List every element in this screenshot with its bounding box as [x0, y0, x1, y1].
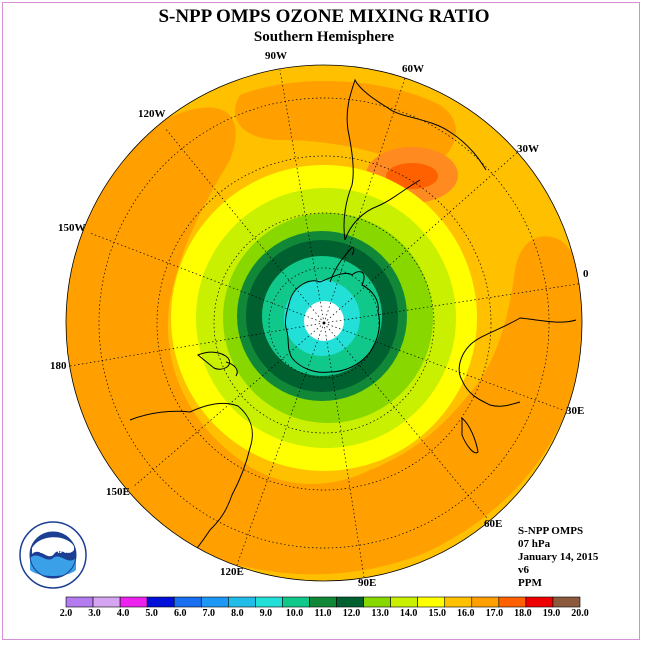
info-block: S-NPP OMPS 07 hPa January 14, 2015 v6 PP…: [518, 525, 598, 590]
lon-label-90w: 90W: [265, 50, 287, 62]
colorbar-tick-label: 10.0: [285, 608, 304, 619]
colorbar-swatch: [471, 596, 500, 608]
ozone-field: [66, 65, 582, 581]
colorbar-swatch: [444, 596, 473, 608]
figure-frame: [2, 2, 640, 640]
colorbar-tick-label: 5.0: [145, 608, 158, 619]
colorbar-swatch: [65, 596, 94, 608]
ozone-max-18: [386, 163, 438, 189]
colorbar-tick-label: 11.0: [314, 608, 332, 619]
info-units: PPM: [518, 577, 542, 589]
lon-label-30w: 30W: [517, 143, 539, 155]
colorbar-tick-label: 8.0: [231, 608, 244, 619]
colorbar-swatch: [417, 596, 446, 608]
lon-label-150w: 150W: [58, 222, 86, 234]
map-boundary: [65, 64, 583, 582]
colorbar-swatch: [309, 596, 337, 608]
lon-label-180: 180: [50, 360, 67, 372]
colorbar-swatch: [200, 596, 229, 608]
info-date: January 14, 2015: [518, 551, 599, 563]
colorbar-swatch: [228, 596, 256, 608]
colorbar-tick-label: 17.0: [485, 608, 504, 619]
lon-label-90e: 90E: [358, 577, 377, 589]
colorbar-swatch: [146, 596, 175, 608]
colorbar-swatch: [282, 596, 310, 608]
lon-label-120e: 120E: [220, 566, 244, 578]
colorbar-tick-label: 3.0: [88, 608, 101, 619]
colorbar-tick-label: 12.0: [342, 608, 361, 619]
noaa-logo-text: NOAA: [40, 545, 67, 555]
lon-label-60e: 60E: [484, 518, 503, 530]
colorbar-tick-label: 6.0: [173, 608, 187, 619]
lon-label-30e: 30E: [566, 405, 585, 417]
lon-label-120w: 120W: [138, 108, 166, 120]
colorbar-swatch: [119, 596, 148, 608]
colorbar-tick-label: 14.0: [399, 608, 418, 619]
colorbar-swatch: [498, 596, 527, 608]
colorbar-swatch: [552, 596, 581, 608]
colorbar-tick-label: 9.0: [259, 608, 273, 619]
colorbar-tick-label: 13.0: [371, 608, 389, 619]
colorbar-tick-label: 18.0: [514, 608, 532, 619]
noaa-logo-icon: NOAA: [19, 521, 87, 589]
colorbar-tick-label: 15.0: [428, 608, 446, 619]
ozone-band-16-17-north: [234, 81, 457, 170]
colorbar-swatch: [92, 596, 121, 608]
latitude-circles: [98, 97, 550, 549]
meridians: [69, 69, 582, 578]
info-instrument: S-NPP OMPS: [518, 525, 584, 537]
figure-subtitle: Southern Hemisphere: [253, 29, 395, 45]
colorbar-swatch: [336, 596, 364, 608]
lon-label-60w: 60W: [402, 63, 424, 75]
colorbar-swatch: [173, 596, 202, 608]
colorbar-swatch: [390, 596, 418, 608]
colorbar-swatch: [255, 596, 283, 608]
colorbar-swatch: [525, 596, 554, 608]
colorbar-tick-label: 4.0: [116, 608, 130, 619]
colorbar-tick-label: 19.0: [542, 608, 561, 619]
figure-title: S-NPP OMPS OZONE MIXING RATIO: [158, 6, 490, 27]
info-level: 07 hPa: [518, 538, 551, 550]
lon-label-150e: 150E: [106, 486, 130, 498]
ozone-band-16-17: [66, 107, 582, 575]
lon-label-0: 0: [583, 268, 589, 280]
colorbar-tick-label: 16.0: [457, 608, 475, 619]
colorbar-tick-label: 20.0: [571, 608, 589, 619]
colorbar-swatch: [363, 596, 391, 608]
ozone-band-below-9: [304, 301, 344, 341]
colorbar-tick-label: 7.0: [202, 608, 216, 619]
colorbar-tick-label: 2.0: [59, 608, 73, 619]
info-version: v6: [518, 564, 529, 576]
